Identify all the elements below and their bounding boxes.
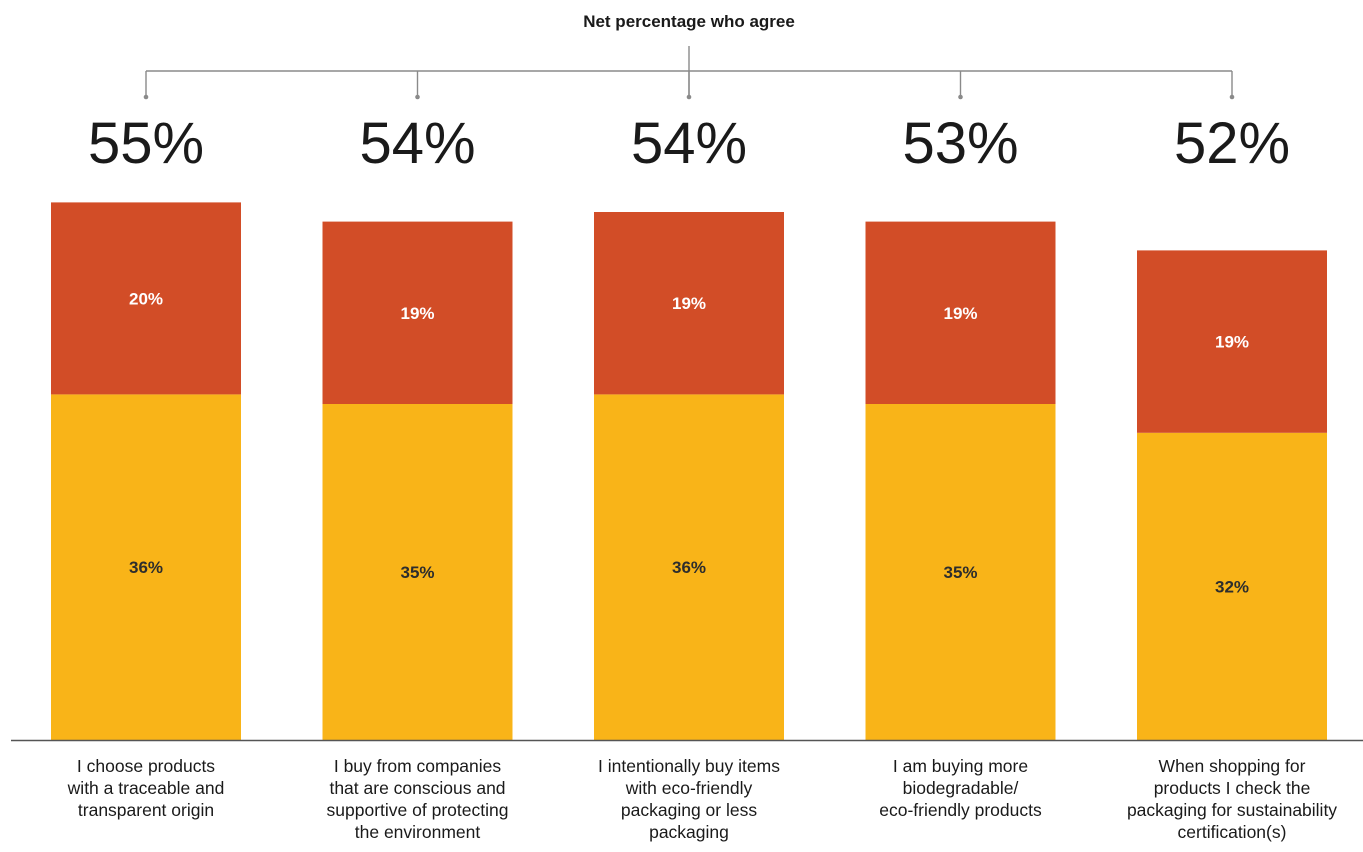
bar-segment-2-4	[865, 221, 1056, 404]
category-label-line: biodegradable/	[903, 778, 1019, 798]
bracket-dot-4	[958, 94, 963, 100]
category-label-line: packaging or less	[621, 800, 757, 820]
bracket-dot-2	[415, 94, 420, 100]
segment-value-label-1-2: 35%	[400, 563, 434, 582]
net-percentage-label-3: 54%	[631, 111, 747, 176]
segment-value-label-1-5: 32%	[1215, 577, 1249, 596]
net-bracket	[143, 46, 1235, 100]
category-label-line: with a traceable and	[67, 778, 225, 798]
category-label-line: supportive of protecting	[327, 800, 509, 820]
net-percentage-label-4: 53%	[902, 111, 1018, 176]
bar-segment-2-1	[51, 202, 241, 395]
category-label-line: certification(s)	[1178, 822, 1287, 842]
category-label-line: I intentionally buy items	[598, 756, 780, 776]
category-label-line: the environment	[355, 822, 481, 842]
category-label-line: that are conscious and	[329, 778, 505, 798]
bar-segment-1-5	[1137, 432, 1327, 740]
bar-segment-1-3	[594, 394, 784, 740]
bar-segment-2-3	[594, 212, 784, 395]
category-label-line: I choose products	[77, 756, 215, 776]
category-label-line: I am buying more	[893, 756, 1028, 776]
category-label-3: I intentionally buy items with eco-friend…	[598, 756, 780, 842]
bracket-dot-1	[143, 94, 149, 100]
bar-segment-1-2	[322, 404, 513, 740]
bar-segment-1-4	[865, 404, 1056, 740]
category-label-5: When shopping for products I check the pac…	[1127, 756, 1337, 842]
segment-value-label-2-3: 19%	[672, 294, 706, 313]
category-label-line: I buy from companies	[334, 756, 502, 776]
segment-value-label-1-4: 35%	[943, 563, 977, 582]
category-labels: I choose products with a traceable and tra…	[67, 756, 1338, 842]
segment-value-label-2-5: 19%	[1215, 333, 1249, 352]
segment-value-label-2-2: 19%	[400, 304, 434, 323]
category-label-line: packaging for sustainability	[1127, 800, 1337, 820]
category-label-line: packaging	[649, 822, 729, 842]
net-percentage-label-5: 52%	[1174, 111, 1290, 176]
bar-segment-1-1	[51, 394, 241, 740]
net-percentage-label-2: 54%	[359, 111, 475, 176]
bar-segment-2-2	[322, 221, 513, 404]
bracket-dot-5	[1229, 94, 1235, 100]
chart-title: Net percentage who agree	[583, 12, 795, 31]
bars: 36% 20% 35% 19% 36% 19% 35% 19% 32% 19%	[51, 202, 1327, 740]
category-label-1: I choose products with a traceable and tra…	[67, 756, 225, 820]
category-label-4: I am buying more biodegradable/eco-friend…	[879, 756, 1042, 820]
net-percentage-labels: 55% 54% 54% 53% 52%	[88, 111, 1290, 176]
category-label-line: When shopping for	[1159, 756, 1306, 776]
bracket-dot-3	[686, 94, 692, 100]
category-label-line: eco-friendly products	[879, 800, 1042, 820]
category-label-line: transparent origin	[78, 800, 214, 820]
bar-segment-2-5	[1137, 250, 1327, 433]
category-label-line: products I check the	[1154, 778, 1311, 798]
segment-value-label-1-1: 36%	[129, 558, 163, 577]
segment-value-label-2-4: 19%	[943, 304, 977, 323]
segment-value-label-1-3: 36%	[672, 558, 706, 577]
segment-value-label-2-1: 20%	[129, 289, 163, 308]
category-label-line: with eco-friendly	[625, 778, 753, 798]
category-label-2: I buy from companies that are conscious a…	[327, 756, 509, 842]
net-percentage-label-1: 55%	[88, 111, 204, 176]
